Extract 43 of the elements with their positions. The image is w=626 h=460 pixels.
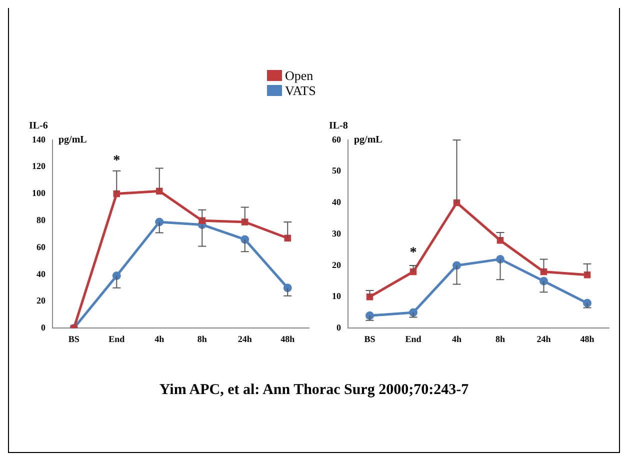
legend-label: VATS [285, 82, 316, 98]
point [284, 234, 291, 242]
y-tick-label: 20 [36, 296, 46, 306]
y-tick-label: 0 [41, 322, 46, 333]
y-tick-label: 80 [36, 214, 46, 225]
x-tick-label: 24h [238, 334, 252, 344]
y-tick-label: 100 [32, 188, 46, 198]
x-tick-label: 48h [280, 334, 295, 344]
chart-title: IL-6 [29, 120, 48, 132]
annotation: * [113, 153, 120, 168]
y-tick-label: 20 [332, 260, 342, 270]
x-tick-label: 24h [536, 334, 551, 344]
y-tick-label: 50 [332, 166, 342, 176]
y-tick-label: 30 [332, 228, 342, 238]
y-tick-label: 40 [36, 268, 46, 279]
y-tick-label: 120 [32, 161, 46, 172]
point [156, 188, 163, 194]
annotation: * [410, 246, 417, 261]
y-tick-label: 40 [332, 197, 342, 208]
y-tick-label: 60 [36, 242, 46, 252]
point [540, 268, 548, 276]
y-axis-title: pg/mL [58, 134, 88, 146]
legend-label: Open [285, 68, 314, 84]
chart-title: IL-8 [329, 120, 348, 132]
x-tick-label: BS [364, 334, 376, 344]
y-tick-label: 60 [332, 134, 342, 144]
point [198, 217, 206, 224]
y-axis-title: pg/mL [354, 134, 383, 146]
y-tick-label: 0 [336, 322, 342, 333]
x-tick-label: 8h [197, 334, 207, 344]
point [410, 268, 417, 276]
x-tick-label: 48h [580, 334, 594, 344]
x-tick-label: 4h [154, 334, 164, 344]
x-tick-label: End [405, 334, 422, 344]
x-tick-label: BS [68, 334, 80, 344]
x-tick-label: 8h [495, 334, 506, 344]
x-tick-label: 4h [452, 334, 462, 344]
y-tick-label: 140 [32, 134, 46, 144]
text: Yim APC, et al: Ann Thorac Surg 2000;70:243-7 [158, 382, 470, 399]
y-tick-label: 10 [332, 291, 342, 302]
point [242, 218, 248, 226]
point [453, 199, 460, 206]
x-tick-label: End [108, 334, 125, 344]
